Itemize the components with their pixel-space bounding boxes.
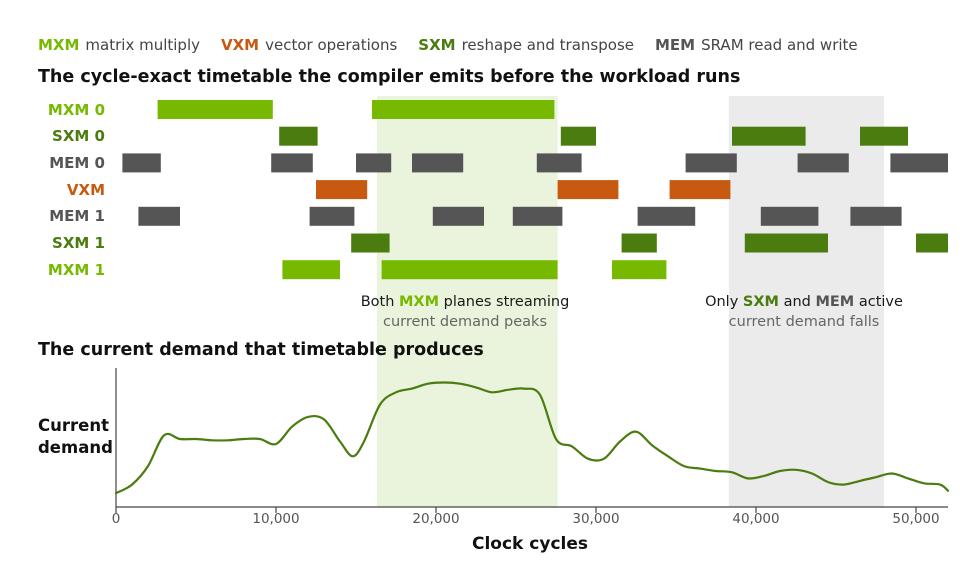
- annotation-sxm-mem-highlight-2: MEM: [815, 294, 855, 310]
- y-axis-label: Current demand: [38, 416, 113, 457]
- legend-key-vxm: VXM: [221, 36, 260, 54]
- lane-label-mxm-1: MXM 1: [47, 260, 105, 279]
- x-tick-label-5: 50,000: [892, 511, 940, 527]
- gantt-bar-mem-0-4: [536, 153, 582, 173]
- gantt-bar-mem-1-0: [138, 206, 180, 226]
- lane-label-mem-0: MEM 0: [49, 153, 105, 172]
- gantt-bar-vxm-2: [669, 180, 731, 200]
- chart-subtitle: The current demand that timetable produc…: [38, 340, 484, 360]
- annotation-mxm-peak-post: planes streaming: [439, 294, 570, 310]
- gantt-bar-mem-0-7: [890, 153, 948, 173]
- lane-label-vxm: VXM: [66, 180, 105, 199]
- x-tick-label-1: 10,000: [252, 511, 300, 527]
- gantt-bar-sxm-0-2: [732, 126, 806, 146]
- annotation-sxm-mem-highlight: SXM: [742, 294, 779, 310]
- gantt-bar-vxm-0: [316, 180, 368, 200]
- x-tick-label-4: 40,000: [732, 511, 780, 527]
- gantt-bar-mem-1-5: [760, 206, 819, 226]
- annotation-mxm-peak-main: Both MXM planes streaming: [350, 292, 580, 312]
- legend-key-mem: MEM: [654, 36, 696, 54]
- legend-key-sxm: SXM: [418, 36, 456, 54]
- gantt-bar-sxm-0-3: [860, 126, 908, 146]
- current-demand-series-line: [114, 381, 950, 495]
- gantt-bar-mxm-1-2: [612, 260, 667, 280]
- gantt-bar-mem-0-6: [797, 153, 849, 173]
- gantt-bar-mem-1-1: [309, 206, 355, 226]
- legend-item-vxm: VXM vector operations: [221, 36, 397, 54]
- legend-desc-sxm: reshape and transpose: [461, 36, 634, 54]
- gantt-bar-sxm-1-0: [351, 233, 390, 253]
- chart-title: The cycle-exact timetable the compiler e…: [38, 67, 741, 87]
- annotation-mxm-peak: Both MXM planes streaming current demand…: [350, 292, 580, 332]
- gantt-bar-mem-1-3: [512, 206, 563, 226]
- legend-item-mxm: MXM matrix multiply: [38, 36, 200, 54]
- legend-desc-mxm: matrix multiply: [85, 36, 200, 54]
- gantt-bar-sxm-1-1: [621, 233, 657, 253]
- gantt-bar-sxm-1-2: [744, 233, 828, 253]
- gantt-bar-mem-0-3: [412, 153, 464, 173]
- x-tick-label-2: 20,000: [412, 511, 460, 527]
- gantt-bar-mxm-1-1: [381, 260, 558, 280]
- legend-key-mxm: MXM: [38, 36, 80, 54]
- annotation-sxm-mem-pre: Only: [705, 294, 743, 310]
- gantt-bar-sxm-0-1: [560, 126, 596, 146]
- annotation-sxm-mem-sub: current demand falls: [728, 314, 880, 330]
- gantt-bar-mxm-0-1: [372, 100, 555, 119]
- lane-label-sxm-1: SXM 1: [52, 234, 105, 252]
- legend-desc-mem: SRAM read and write: [701, 36, 858, 54]
- annotation-mxm-peak-pre: Both: [360, 294, 399, 310]
- gantt-bar-mem-1-2: [432, 206, 484, 226]
- gantt-bar-mxm-0-0: [157, 100, 273, 119]
- x-tick-label-0: 0: [111, 511, 121, 527]
- gantt-bar-mem-1-6: [850, 206, 902, 226]
- gantt-bar-mxm-1-0: [282, 260, 340, 280]
- annotation-sxm-mem-post: active: [854, 294, 903, 310]
- annotation-mxm-peak-sub: current demand peaks: [382, 314, 548, 330]
- lane-label-mem-1: MEM 1: [49, 207, 105, 226]
- x-axis-label: Clock cycles: [472, 534, 588, 554]
- gantt-bar-mem-1-4: [637, 206, 696, 226]
- annotation-mxm-peak-highlight: MXM: [399, 294, 440, 310]
- legend-desc-vxm: vector operations: [265, 36, 398, 54]
- legend-item-mem: MEM SRAM read and write: [655, 36, 858, 54]
- annotation-sxm-mem-mid: and: [778, 294, 816, 310]
- legend-item-sxm: SXM reshape and transpose: [418, 36, 634, 54]
- gantt-bar-mem-0-1: [271, 153, 313, 173]
- legend: MXM matrix multiply VXM vector operations …: [38, 36, 879, 54]
- highlight-region-0: [376, 96, 558, 507]
- timetable-gantt: [122, 100, 948, 280]
- lane-label-sxm-0: SXM 0: [52, 127, 105, 146]
- x-tick-label-3: 30,000: [572, 511, 620, 527]
- gantt-bar-vxm-1: [557, 180, 619, 200]
- gantt-bar-mem-0-0: [122, 153, 161, 173]
- annotation-sxm-mem: Only SXM and MEM active current demand f…: [694, 292, 914, 332]
- current-demand-chart: [114, 368, 950, 513]
- gantt-bar-mem-0-5: [685, 153, 737, 173]
- gantt-bar-mem-0-2: [356, 153, 392, 173]
- gantt-bar-sxm-0-0: [279, 126, 318, 146]
- annotation-sxm-mem-main: Only SXM and MEM active: [694, 292, 914, 312]
- lane-label-mxm-0: MXM 0: [47, 100, 105, 119]
- gantt-bar-sxm-1-3: [916, 233, 948, 253]
